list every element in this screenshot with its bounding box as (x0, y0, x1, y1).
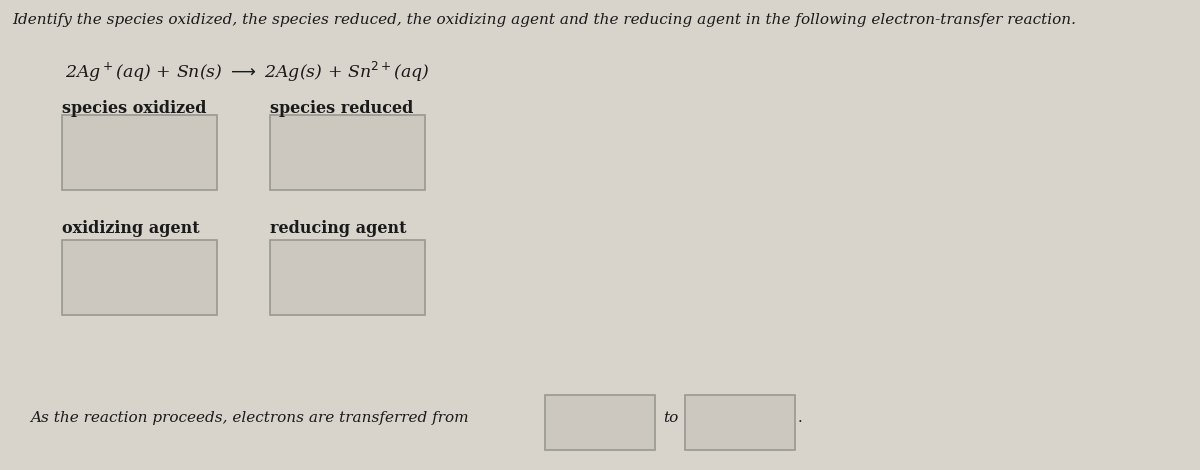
Text: 2Ag$^+$(aq) + Sn(s) $\longrightarrow$ 2Ag(s) + Sn$^{2+}$(aq): 2Ag$^+$(aq) + Sn(s) $\longrightarrow$ 2A… (65, 60, 430, 84)
Bar (62, 240, 217, 315)
Text: As the reaction proceeds, electrons are transferred from: As the reaction proceeds, electrons are … (30, 411, 469, 425)
Text: to: to (662, 411, 678, 425)
Bar (270, 115, 425, 190)
Bar (545, 395, 655, 450)
Text: .: . (798, 411, 803, 425)
Text: reducing agent: reducing agent (270, 220, 407, 237)
Text: species oxidized: species oxidized (62, 100, 206, 117)
Text: Identify the species oxidized, the species reduced, the oxidizing agent and the : Identify the species oxidized, the speci… (12, 13, 1076, 27)
Bar (270, 240, 425, 315)
Text: species reduced: species reduced (270, 100, 413, 117)
Text: oxidizing agent: oxidizing agent (62, 220, 199, 237)
Bar (62, 115, 217, 190)
Bar (685, 395, 796, 450)
